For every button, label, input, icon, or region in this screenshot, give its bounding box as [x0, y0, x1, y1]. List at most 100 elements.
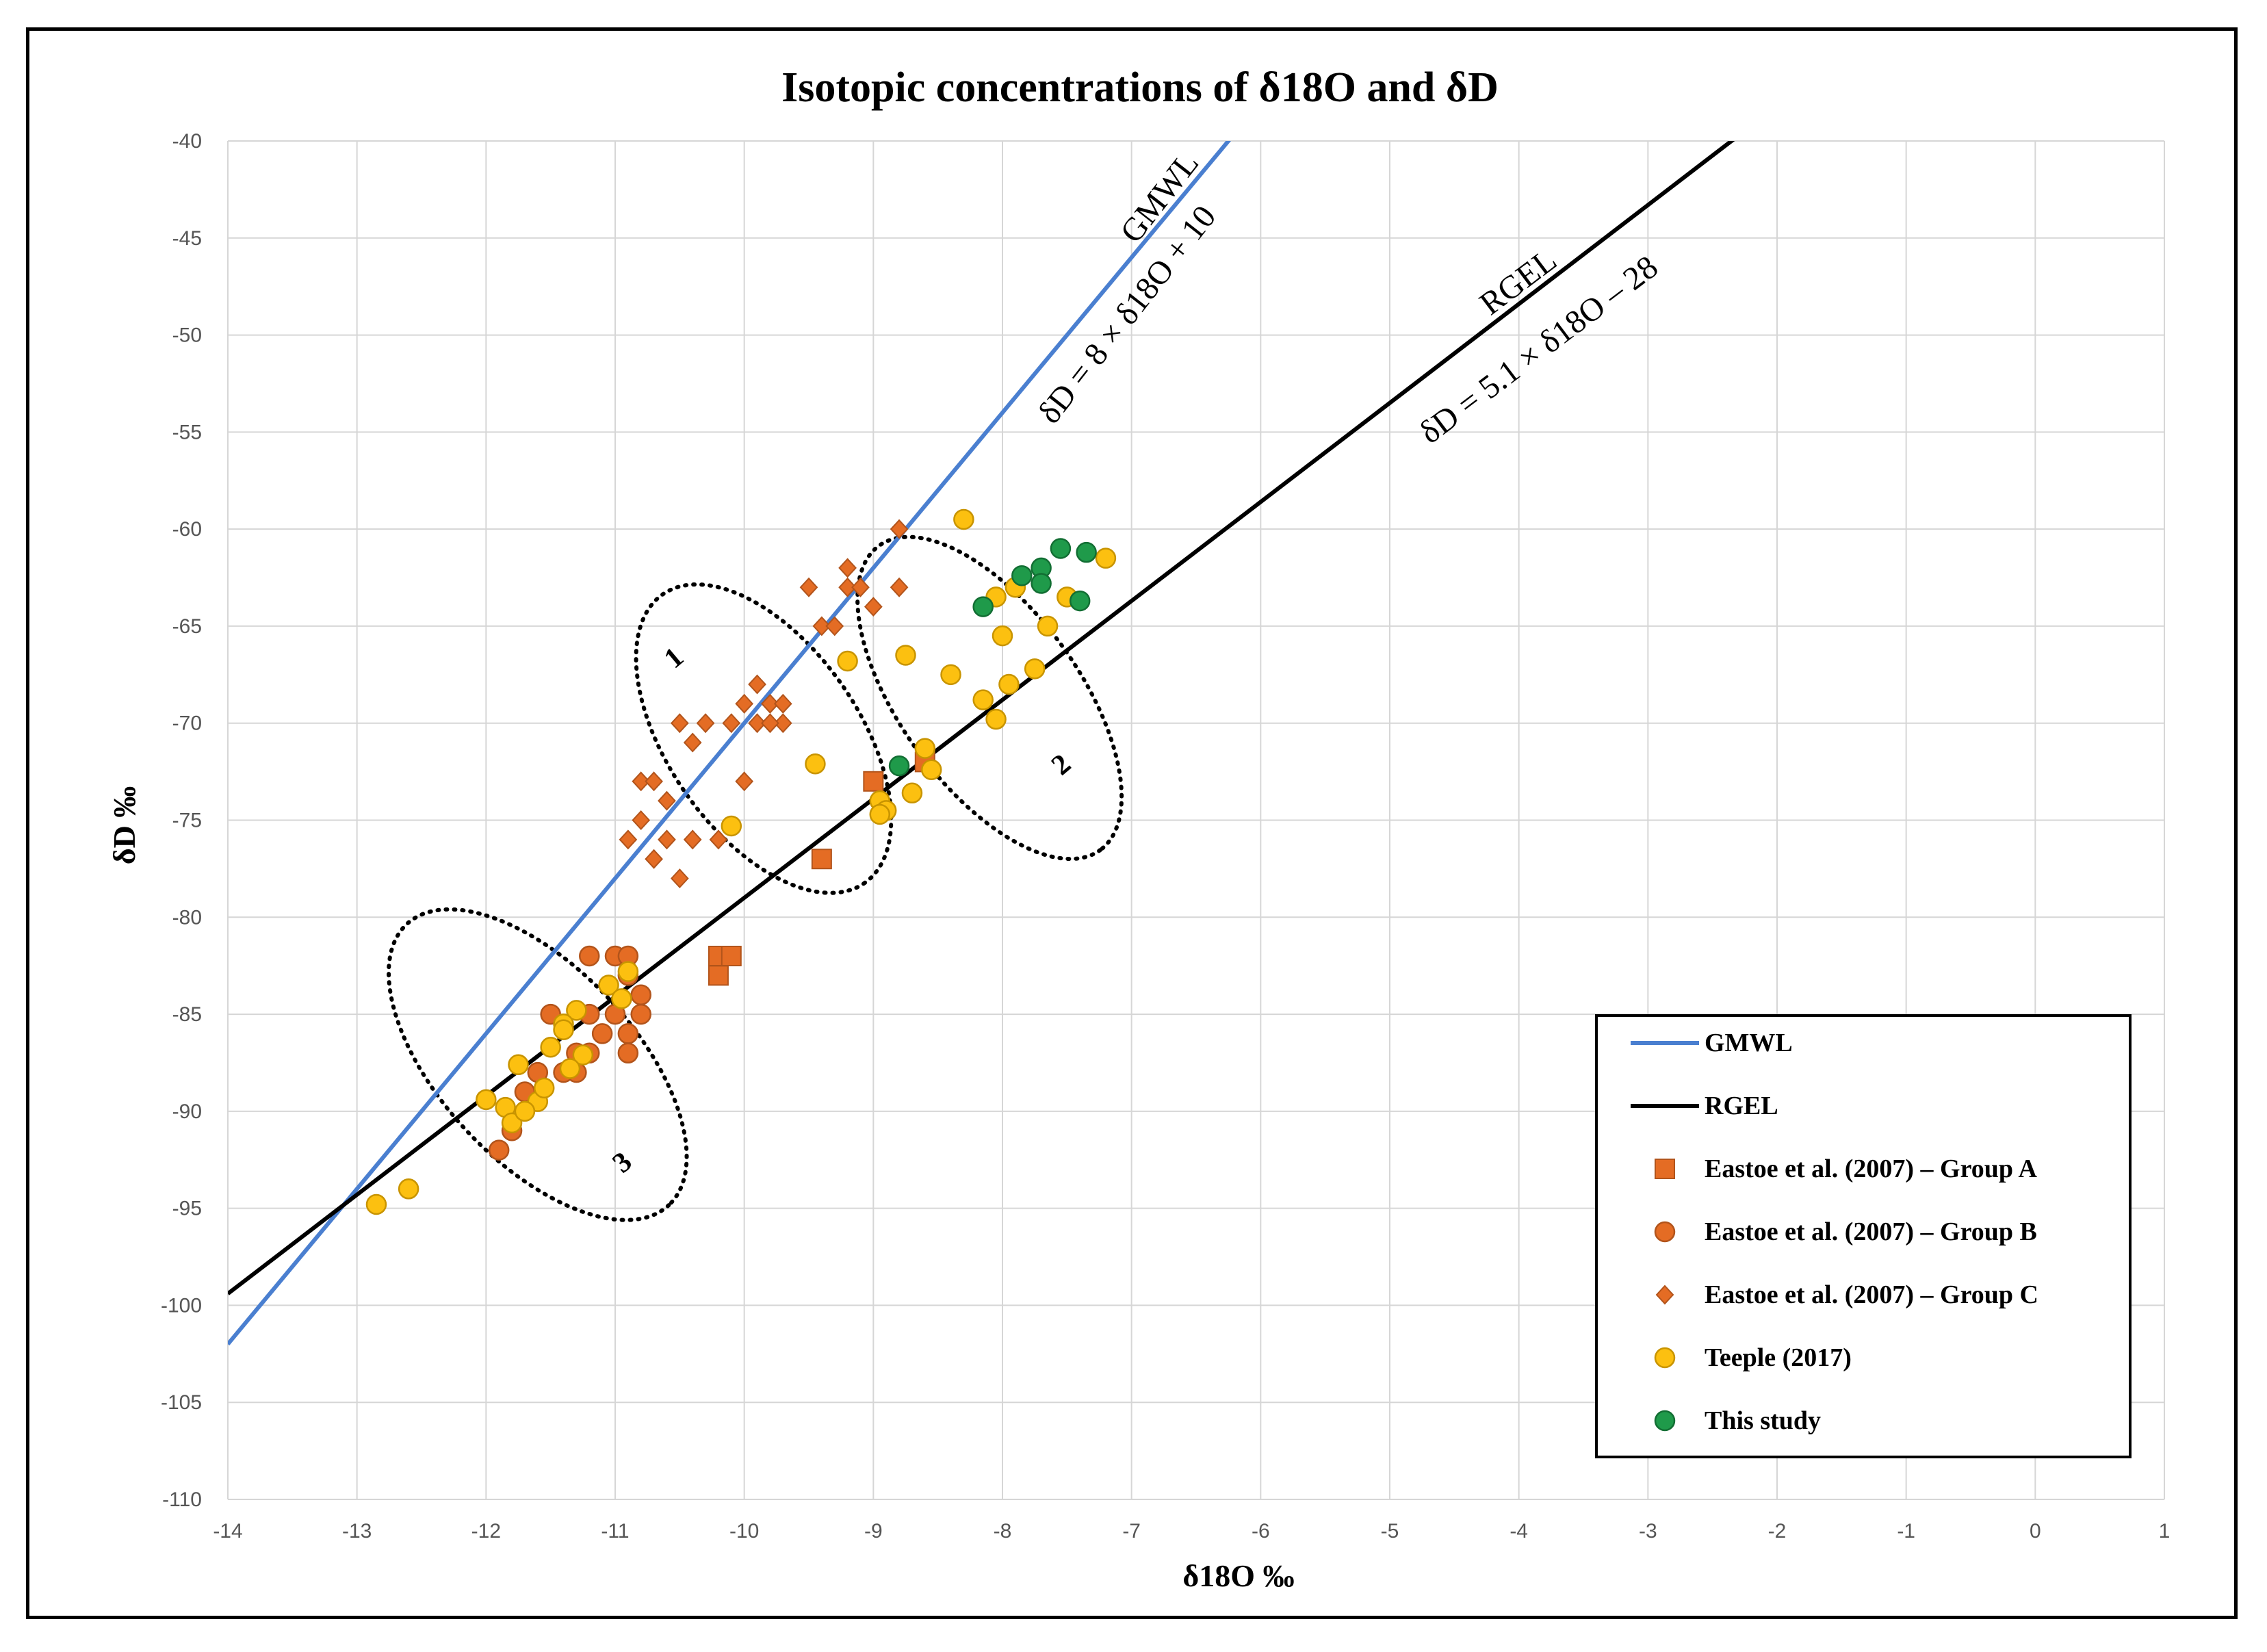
y-tick-labels: -40 -45 -50 -55 -60 -65 -70 -75 -80 -85 -90 -95 -100…: [161, 130, 202, 1511]
x-tick-label: -13: [342, 1520, 372, 1543]
data-point: [748, 674, 766, 695]
data-point: [365, 1193, 387, 1215]
data-point: [591, 1023, 613, 1044]
legend-item: Eastoe et al. (2007) – Group C: [1655, 1280, 2038, 1309]
data-point: [837, 650, 858, 672]
data-point: [617, 961, 639, 982]
x-tick-label: 0: [2030, 1520, 2041, 1543]
data-point: [658, 790, 676, 811]
y-tick-label: -95: [172, 1198, 202, 1220]
chart-title: Isotopic concentrations of δ18O and δD: [781, 64, 1499, 111]
data-point: [630, 984, 651, 1005]
data-point: [901, 782, 923, 804]
grid: [227, 140, 2165, 1500]
x-tick-label: 1: [2159, 1520, 2171, 1543]
x-tick-label: -1: [1897, 1520, 1915, 1543]
legend: GMWL RGEL Eastoe et al. (2007) – Group A Ea…: [1595, 1014, 2132, 1458]
data-point: [998, 673, 1020, 695]
x-tick-label: -14: [213, 1520, 242, 1543]
series-3: [365, 508, 1117, 1215]
y-tick-label: -85: [172, 1003, 202, 1026]
data-point: [611, 988, 632, 1009]
data-point: [761, 713, 779, 734]
series-4: [888, 538, 1097, 777]
data-point: [501, 1112, 523, 1134]
legend-box: [1595, 1014, 2132, 1458]
data-point: [972, 689, 994, 710]
data-point: [398, 1178, 419, 1200]
series-2: [619, 519, 909, 889]
legend-item: Eastoe et al. (2007) – Group B: [1654, 1217, 2037, 1246]
data-point: [735, 693, 754, 714]
figure-frame: [26, 27, 2238, 1619]
data-point: [572, 1044, 594, 1066]
y-tick-label: -105: [161, 1391, 202, 1414]
y-tick-label: -50: [172, 324, 202, 347]
data-point: [735, 771, 754, 792]
y-tick-label: -60: [172, 518, 202, 541]
legend-label: Eastoe et al. (2007) – Group C: [1705, 1280, 2038, 1309]
data-point: [985, 708, 1007, 730]
legend-item: RGEL: [1631, 1092, 1778, 1120]
data-point: [617, 1023, 639, 1044]
y-tick-label: -110: [162, 1488, 202, 1511]
data-point: [579, 945, 600, 967]
data-point: [838, 577, 857, 597]
x-tick-labels: -14 -13 -12 -11 -10 -9 -8 -7 -6 -5 -4 -3 -2 -1 0 1: [213, 1520, 2170, 1543]
data-point: [953, 508, 974, 530]
data-point: [553, 1019, 574, 1041]
group-label: 3: [607, 1146, 638, 1180]
data-point: [890, 577, 909, 597]
legend-item: This study: [1654, 1406, 1821, 1435]
data-point: [1095, 547, 1117, 569]
x-tick-label: -3: [1639, 1520, 1657, 1543]
data-point: [864, 597, 883, 617]
data-point: [863, 771, 884, 792]
y-tick-label: -65: [172, 615, 202, 638]
y-tick-label: -80: [172, 906, 202, 929]
data-point: [696, 713, 715, 734]
x-tick-label: -4: [1510, 1520, 1528, 1543]
data-point: [488, 1139, 510, 1161]
legend-label: This study: [1705, 1406, 1821, 1435]
x-axis-label: δ18O ‰: [1182, 1558, 1294, 1593]
y-tick-label: -75: [172, 810, 202, 832]
legend-swatch-marker: [1654, 1221, 1676, 1243]
y-tick-label: -70: [172, 712, 202, 735]
x-tick-label: -12: [471, 1520, 501, 1543]
data-point: [1031, 573, 1052, 594]
data-point: [645, 849, 663, 869]
data-point: [773, 713, 792, 734]
data-point: [658, 829, 676, 850]
x-tick-label: -7: [1122, 1520, 1141, 1543]
ellipse-group-3: [387, 907, 689, 1222]
group-ellipses: [387, 534, 1124, 1222]
legend-label: Teeple (2017): [1705, 1343, 1852, 1372]
data-point: [566, 1000, 587, 1021]
data-point: [514, 1100, 536, 1122]
data-point: [1069, 590, 1091, 612]
data-point: [838, 558, 857, 578]
data-point: [559, 1058, 581, 1079]
data-point: [645, 771, 663, 792]
legend-swatch-marker: [1654, 1410, 1676, 1432]
legend-item: Eastoe et al. (2007) – Group A: [1655, 1154, 2037, 1183]
x-tick-label: -5: [1381, 1520, 1399, 1543]
data-point: [476, 1089, 497, 1111]
data-point: [851, 577, 870, 597]
data-point: [540, 1037, 561, 1058]
x-tick-label: -11: [601, 1520, 629, 1543]
y-tick-label: -90: [172, 1100, 202, 1123]
data-point: [888, 755, 910, 777]
x-tick-label: -10: [729, 1520, 759, 1543]
data-point: [811, 849, 832, 870]
legend-label: Eastoe et al. (2007) – Group A: [1705, 1154, 2037, 1183]
data-point: [761, 693, 779, 714]
data-point: [869, 803, 891, 825]
ellipse-group-1: [634, 582, 894, 895]
data-point: [632, 810, 651, 830]
data-points: [365, 508, 1117, 1215]
data-point: [722, 713, 741, 734]
y-axis-label: δD ‰: [107, 786, 142, 865]
